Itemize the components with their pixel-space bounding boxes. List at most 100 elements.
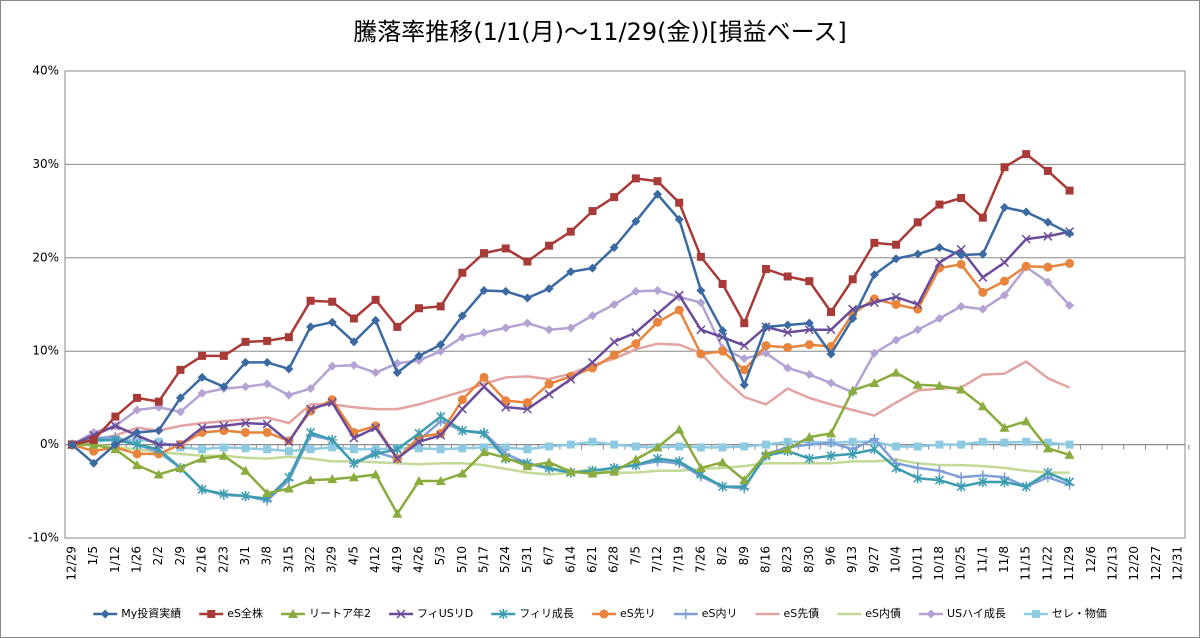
marker [999,422,1010,432]
marker [587,311,597,321]
x-tick-label: 8/30 [802,546,816,573]
marker [176,365,185,374]
marker [328,297,337,306]
marker [761,322,771,332]
marker [501,323,511,333]
marker [240,427,250,437]
legend-label: セレ・物価 [1052,606,1107,620]
marker [348,472,359,482]
marker [588,207,597,216]
legend-label: eS先リ [620,607,656,620]
marker [609,337,619,347]
marker [306,445,315,454]
marker [522,293,532,303]
marker [207,610,216,618]
marker [241,444,250,453]
marker [804,439,815,450]
marker [739,380,749,390]
marker [523,445,532,454]
marker [1021,481,1031,492]
marker [1043,467,1053,478]
x-tick-label: 3/29 [325,546,339,573]
marker [696,285,706,295]
marker [479,382,489,392]
x-tick-label: 9/27 [867,546,881,573]
marker [826,349,836,359]
x-tick-label: 9/13 [845,546,859,573]
marker [869,433,880,444]
marker [609,300,619,309]
marker [544,284,554,294]
legend-label: フィUSリD [417,607,473,620]
marker [306,296,315,305]
x-tick-label: 1/26 [130,546,144,573]
marker [869,270,879,280]
marker [392,508,403,518]
marker [197,484,207,495]
marker [262,379,272,389]
marker [392,368,402,378]
marker [327,398,337,408]
marker [522,398,532,408]
marker [891,254,901,264]
marker [913,325,923,335]
marker [88,439,99,449]
marker [89,458,99,468]
marker [284,390,294,400]
marker [132,460,143,470]
marker [913,473,923,484]
x-tick-label: 6/14 [563,546,577,573]
marker [327,474,338,484]
marker [957,440,966,449]
marker [1043,438,1052,447]
marker [587,468,598,478]
x-tick-label: 5/10 [455,546,469,573]
marker [826,437,837,448]
marker [696,443,705,452]
x-tick-label: 5/31 [520,546,534,573]
marker [89,435,98,444]
marker [305,475,316,485]
marker [696,298,706,308]
legend-label: eS全株 [227,606,263,620]
marker [934,257,944,268]
marker [1021,207,1031,217]
y-tick-label: 10% [32,344,59,358]
x-tick-label: 8/9 [737,546,751,565]
marker [284,447,293,456]
marker [934,243,944,253]
x-tick-label: 7/19 [672,546,686,573]
marker [848,314,858,324]
marker [327,317,337,327]
legend-label: My投資実績 [121,606,181,620]
x-tick-label: 2/16 [195,546,209,573]
marker [978,437,987,446]
marker [599,609,609,619]
x-tick-label: 10/4 [889,546,903,573]
legend-label: リートア年2 [309,606,371,620]
marker [328,443,337,452]
marker [370,469,381,479]
x-tick-label: 8/16 [758,546,772,573]
marker [761,348,771,358]
marker [414,444,423,453]
x-tick-label: 1/12 [108,546,122,573]
x-tick-label: 11/8 [997,546,1011,573]
marker [349,314,358,323]
marker [891,367,902,377]
marker [653,285,663,295]
x-tick-label: 4/19 [390,546,404,573]
marker [371,368,381,378]
marker [674,215,684,225]
marker [631,216,641,226]
marker [284,437,294,447]
y-tick-label: 20% [32,250,59,264]
marker [457,404,467,414]
marker [674,290,684,300]
marker [631,174,640,183]
marker [544,325,554,335]
marker [674,305,684,315]
marker [1022,150,1031,159]
marker [587,363,597,373]
marker [913,249,923,259]
